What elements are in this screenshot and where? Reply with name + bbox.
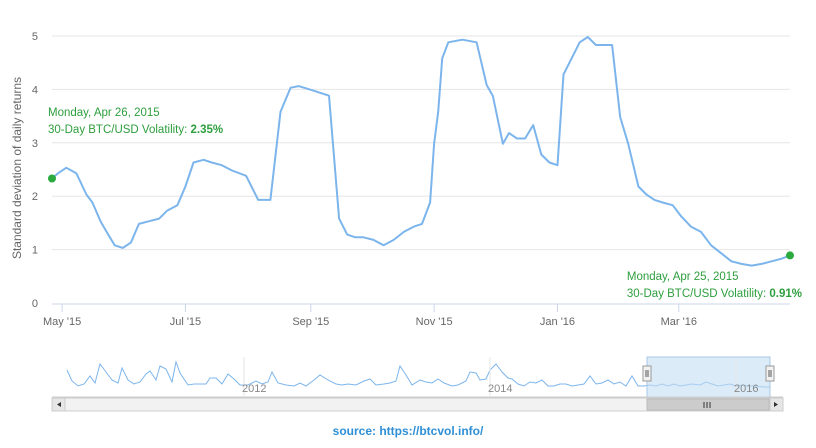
x-tick-label: Sep '15 <box>292 316 329 328</box>
start-annotation: Monday, Apr 26, 2015 30-Day BTC/USD Vola… <box>48 105 223 139</box>
scrollbar-right-button[interactable] <box>769 397 784 412</box>
navigator[interactable]: 2012 2014 2016 <box>52 356 783 398</box>
navigator-left-handle[interactable] <box>642 365 652 382</box>
end-annotation-date: Monday, Apr 25, 2015 <box>626 271 739 283</box>
x-tick-label: May '15 <box>43 316 81 328</box>
start-point-marker[interactable] <box>48 174 56 183</box>
end-annotation: Monday, Apr 25, 2015 30-Day BTC/USD Vola… <box>627 269 802 303</box>
x-tick-label: Jan '16 <box>540 316 575 328</box>
scrollbar-grip-icon <box>703 402 711 408</box>
x-axis: May '15 Jul '15 Sep '15 Nov '15 Jan '16 Mar '… <box>43 304 697 328</box>
y-tick-label: 0 <box>32 298 38 310</box>
start-annotation-line: 30-Day BTC/USD Volatility: 2.35% <box>48 122 223 139</box>
y-tick-label: 4 <box>32 84 38 96</box>
x-tick-label: Jul '15 <box>170 316 201 328</box>
navigator-scrollbar[interactable] <box>51 397 784 412</box>
start-annotation-value: 2.35% <box>190 124 224 136</box>
y-axis-title: Standard deviation of daily returns <box>10 77 24 259</box>
end-annotation-value: 0.91% <box>769 288 802 300</box>
start-annotation-date: Monday, Apr 26, 2015 <box>48 107 160 119</box>
x-tick-label: Mar '16 <box>661 316 697 328</box>
start-annotation-label: 30-Day BTC/USD Volatility: <box>48 124 191 136</box>
y-tick-label: 5 <box>32 31 38 43</box>
scroll-right-arrow-icon <box>774 402 778 407</box>
y-tick-label: 1 <box>32 245 38 257</box>
x-tick-label: Nov '15 <box>416 316 453 328</box>
scrollbar-left-button[interactable] <box>51 397 66 412</box>
scroll-left-arrow-icon <box>57 402 61 407</box>
navigator-year-label: 2014 <box>488 383 512 395</box>
y-tick-label: 2 <box>32 191 38 203</box>
volatility-series-line <box>51 36 791 267</box>
y-axis: 0 1 2 3 4 5 <box>32 31 38 310</box>
end-annotation-line: 30-Day BTC/USD Volatility: 0.91% <box>627 286 802 303</box>
navigator-right-handle[interactable] <box>765 365 775 382</box>
navigator-year-labels: 2012 2014 2016 <box>242 357 758 397</box>
y-grid <box>52 35 790 251</box>
navigator-year-label: 2016 <box>734 383 758 395</box>
scrollbar-thumb[interactable] <box>646 398 770 411</box>
source-link[interactable]: source: https://btcvol.info/ <box>332 424 484 438</box>
end-point-marker[interactable] <box>786 251 794 260</box>
y-tick-label: 3 <box>32 138 38 150</box>
navigator-year-label: 2012 <box>242 383 266 395</box>
end-annotation-label: 30-Day BTC/USD Volatility: <box>626 288 770 300</box>
